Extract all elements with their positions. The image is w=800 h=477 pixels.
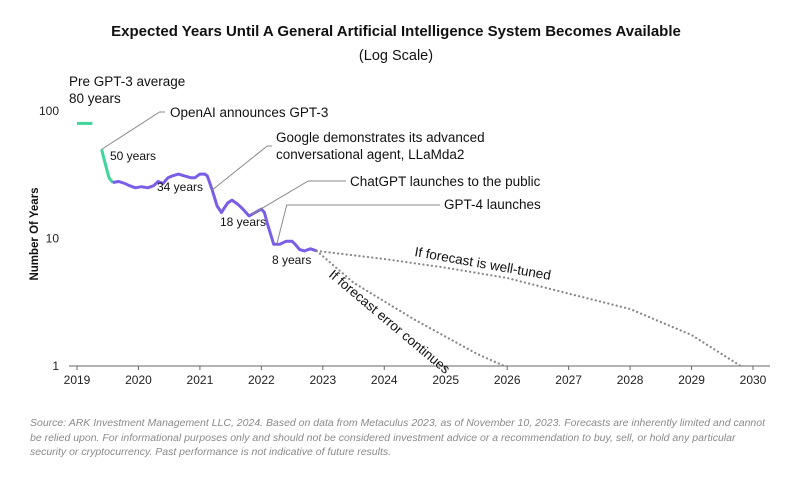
annotation-gpt4: GPT-4 launches (444, 197, 541, 212)
x-tick-label: 2028 (617, 373, 644, 387)
chart: Expected Years Until A General Artificia… (29, 23, 770, 387)
forecast-label-error-continues: If forecast error continues (326, 267, 453, 377)
forecast-label-well-tuned: If forecast is well-tuned (413, 244, 552, 283)
series-line (112, 172, 318, 253)
annotation-openai-gpt3: OpenAI announces GPT-3 (170, 105, 328, 120)
data-label-8-years: 8 years (272, 253, 311, 267)
x-tick-label: 2030 (740, 373, 767, 387)
data-label-34-years: 34 years (157, 180, 203, 194)
y-tick-label: 1 (52, 359, 59, 373)
series-line (315, 249, 742, 368)
x-tick-label: 2027 (555, 373, 582, 387)
chart-title: Expected Years Until A General Artificia… (111, 23, 681, 40)
chart-subtitle: (Log Scale) (359, 48, 433, 64)
x-tick-label: 2026 (494, 373, 521, 387)
annotation-google-llamda2-line2: conversational agent, LLaMda2 (276, 147, 464, 162)
y-tick-label: 10 (46, 232, 60, 246)
annotation-leaders (101, 111, 440, 245)
x-tick-label: 2029 (678, 373, 705, 387)
x-tick-label: 2025 (432, 373, 459, 387)
annotation-pre-gpt3: Pre GPT-3 average (69, 74, 185, 89)
data-label-50-years: 50 years (110, 149, 156, 163)
annotation-leader-line (251, 180, 346, 215)
annotation-leader-line (101, 111, 165, 150)
y-ticks: 1 10 100 (39, 104, 59, 373)
x-tick-label: 2023 (309, 373, 336, 387)
x-tick-label: 2024 (371, 373, 398, 387)
series-layer (77, 121, 742, 368)
x-tick-label: 2022 (248, 373, 275, 387)
x-tick-label: 2020 (125, 373, 152, 387)
annotation-google-llamda2-line1: Google demonstrates its advanced (276, 130, 485, 145)
annotation-leader-line (211, 145, 272, 191)
y-tick-label: 100 (39, 104, 59, 118)
annotation-leader-line (276, 204, 440, 245)
x-tick-label: 2019 (64, 373, 91, 387)
series-line (315, 249, 506, 368)
source-note: Source: ARK Investment Management LLC, 2… (30, 417, 766, 458)
y-axis-title: Number Of Years (29, 187, 41, 280)
series-line (100, 149, 114, 184)
x-ticks: 2019 2020 2021 2022 2023 2024 2025 2026 2027 2028… (64, 366, 767, 387)
annotation-chatgpt: ChatGPT launches to the public (350, 174, 541, 189)
data-label-18-years: 18 years (220, 215, 266, 229)
annotation-80-years: 80 years (69, 91, 121, 106)
x-tick-label: 2021 (187, 373, 214, 387)
